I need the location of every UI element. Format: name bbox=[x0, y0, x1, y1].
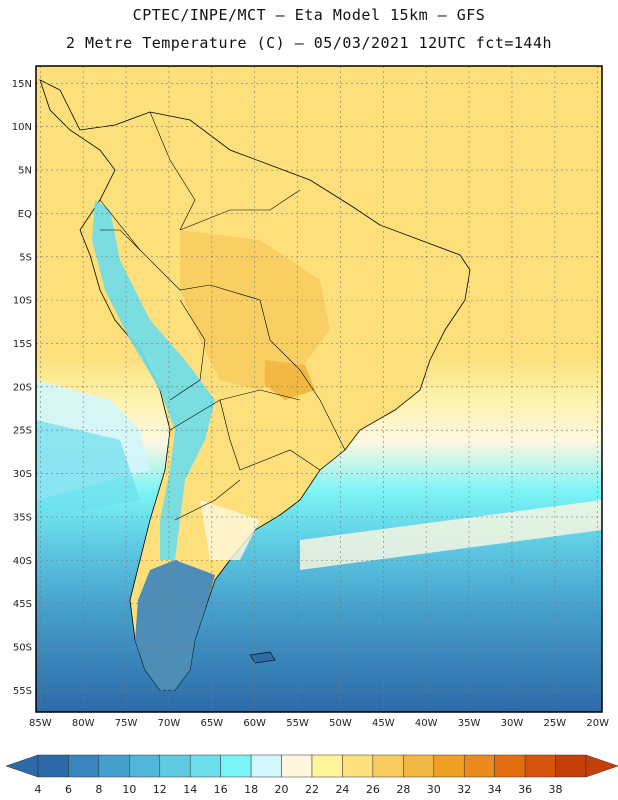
colorbar-label: 32 bbox=[457, 783, 471, 796]
lon-tick-label: 60W bbox=[243, 718, 266, 729]
colorbar-label: 10 bbox=[122, 783, 136, 796]
map-subtitle: 2 Metre Temperature (C) – 05/03/2021 12U… bbox=[65, 34, 553, 52]
falkland-islands bbox=[249, 651, 276, 664]
colorbar-label: 28 bbox=[396, 783, 410, 796]
map-title: CPTEC/INPE/MCT – Eta Model 15km – GFS bbox=[132, 6, 486, 24]
lat-tick-label: 45S bbox=[13, 599, 32, 610]
colorbar-label: 24 bbox=[335, 783, 349, 796]
colorbar-swatch bbox=[372, 754, 404, 778]
map-gridlines bbox=[36, 66, 602, 712]
lon-tick-label: 65W bbox=[200, 718, 223, 729]
colorbar-swatch bbox=[403, 754, 435, 778]
lat-tick-label: 5N bbox=[18, 166, 32, 177]
colorbar-label: 22 bbox=[305, 783, 319, 796]
lat-tick-label: 15S bbox=[13, 339, 32, 350]
lat-tick-label: 10S bbox=[13, 296, 32, 307]
lon-tick-label: 25W bbox=[544, 718, 567, 729]
colorbar-high-arrow bbox=[585, 754, 618, 778]
lat-tick-label: 25S bbox=[13, 426, 32, 437]
lat-tick-label: 20S bbox=[13, 382, 32, 393]
lon-tick-label: 70W bbox=[158, 718, 181, 729]
colorbar-swatch bbox=[250, 754, 282, 778]
colorbar-label: 20 bbox=[275, 783, 289, 796]
lat-tick-label: 15N bbox=[12, 79, 32, 90]
longitude-labels: 85W 80W 75W 70W 65W 60W 55W 50W 45W 40W 35W 30W 25W 2… bbox=[29, 718, 609, 729]
interior-warm-zone bbox=[180, 230, 330, 390]
country-borders bbox=[99, 111, 346, 521]
colorbar-swatch bbox=[220, 754, 252, 778]
colorbar-swatch bbox=[463, 754, 495, 778]
colorbar: 4 6 8 10 12 14 16 18 20 22 24 26 28 30 32 34 36 38 bbox=[5, 754, 618, 796]
colorbar-label: 14 bbox=[183, 783, 197, 796]
lat-tick-label: 30S bbox=[13, 469, 32, 480]
lat-tick-label: 35S bbox=[13, 512, 32, 523]
colorbar-swatch bbox=[129, 754, 161, 778]
colorbar-label: 4 bbox=[35, 783, 42, 796]
lat-tick-label: 50S bbox=[13, 642, 32, 653]
pampas-mild-zone bbox=[200, 500, 260, 560]
lon-tick-label: 45W bbox=[372, 718, 395, 729]
lon-tick-label: 20W bbox=[586, 718, 609, 729]
latitude-labels: 15N 10N 5N EQ 5S 10S 15S 20S 25S 30S 35S 40S 45S 50S 5… bbox=[12, 79, 32, 697]
lat-tick-label: EQ bbox=[18, 209, 32, 220]
colorbar-swatch bbox=[342, 754, 374, 778]
atlantic-pale-band bbox=[300, 500, 602, 570]
colorbar-low-arrow bbox=[5, 754, 39, 778]
colorbar-label: 8 bbox=[95, 783, 102, 796]
colorbar-label: 16 bbox=[214, 783, 228, 796]
lat-tick-label: 40S bbox=[13, 556, 32, 567]
colorbar-swatch bbox=[494, 754, 526, 778]
colorbar-swatch bbox=[159, 754, 191, 778]
lon-tick-label: 85W bbox=[29, 718, 52, 729]
colorbar-label: 18 bbox=[244, 783, 258, 796]
colorbar-label: 6 bbox=[65, 783, 72, 796]
lon-tick-label: 35W bbox=[458, 718, 481, 729]
lon-tick-label: 75W bbox=[115, 718, 138, 729]
colorbar-swatch bbox=[189, 754, 221, 778]
lat-tick-label: 5S bbox=[19, 252, 32, 263]
colorbar-swatch bbox=[37, 754, 69, 778]
colorbar-swatch bbox=[433, 754, 465, 778]
colorbar-swatch bbox=[555, 754, 587, 778]
pacific-cold-zone bbox=[36, 420, 140, 520]
colorbar-label: 38 bbox=[549, 783, 563, 796]
colorbar-swatch bbox=[98, 754, 130, 778]
map-field bbox=[36, 66, 602, 712]
colorbar-label: 26 bbox=[366, 783, 380, 796]
lon-tick-label: 50W bbox=[329, 718, 352, 729]
colorbar-swatch bbox=[68, 754, 100, 778]
patagonia-cold-zone bbox=[135, 560, 215, 690]
lon-tick-label: 55W bbox=[286, 718, 309, 729]
lon-tick-label: 80W bbox=[72, 718, 95, 729]
map-frame bbox=[35, 65, 603, 713]
colorbar-swatch bbox=[311, 754, 343, 778]
colorbar-label: 12 bbox=[153, 783, 167, 796]
colorbar-label: 36 bbox=[518, 783, 532, 796]
colorbar-swatch bbox=[281, 754, 313, 778]
colorbar-label: 30 bbox=[427, 783, 441, 796]
lon-tick-label: 40W bbox=[415, 718, 438, 729]
lat-tick-label: 10N bbox=[12, 122, 32, 133]
colorbar-label: 34 bbox=[488, 783, 502, 796]
andes-cold-strip bbox=[92, 200, 215, 560]
colorbar-swatch bbox=[524, 754, 556, 778]
lat-tick-label: 55S bbox=[13, 686, 32, 697]
lon-tick-label: 30W bbox=[501, 718, 524, 729]
hot-spot bbox=[265, 360, 315, 400]
